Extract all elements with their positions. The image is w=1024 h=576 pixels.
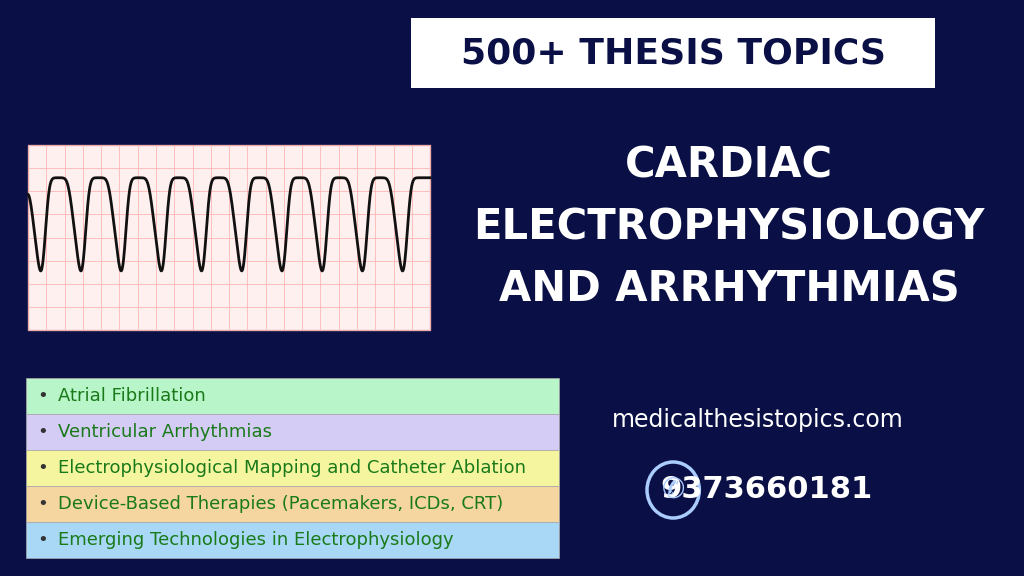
Text: AND ARRHYTHMIAS: AND ARRHYTHMIAS bbox=[499, 268, 959, 310]
Text: •: • bbox=[38, 459, 48, 477]
FancyBboxPatch shape bbox=[27, 414, 559, 450]
Text: •: • bbox=[38, 423, 48, 441]
FancyBboxPatch shape bbox=[27, 450, 559, 486]
Text: •: • bbox=[38, 387, 48, 405]
FancyBboxPatch shape bbox=[28, 145, 430, 330]
FancyBboxPatch shape bbox=[27, 378, 559, 414]
FancyBboxPatch shape bbox=[27, 522, 559, 558]
Text: ELECTROPHYSIOLOGY: ELECTROPHYSIOLOGY bbox=[473, 206, 985, 248]
Text: 500+ THESIS TOPICS: 500+ THESIS TOPICS bbox=[461, 36, 886, 70]
Text: ✆: ✆ bbox=[662, 476, 685, 504]
Text: Emerging Technologies in Electrophysiology: Emerging Technologies in Electrophysiolo… bbox=[58, 531, 454, 549]
FancyBboxPatch shape bbox=[412, 18, 935, 88]
Text: •: • bbox=[38, 495, 48, 513]
Text: Atrial Fibrillation: Atrial Fibrillation bbox=[58, 387, 206, 405]
Text: medicalthesistopics.com: medicalthesistopics.com bbox=[611, 408, 903, 432]
Text: Electrophysiological Mapping and Catheter Ablation: Electrophysiological Mapping and Cathete… bbox=[58, 459, 526, 477]
Text: •: • bbox=[38, 531, 48, 549]
Text: Ventricular Arrhythmias: Ventricular Arrhythmias bbox=[58, 423, 272, 441]
Text: 9373660181: 9373660181 bbox=[660, 476, 872, 505]
Text: Device-Based Therapies (Pacemakers, ICDs, CRT): Device-Based Therapies (Pacemakers, ICDs… bbox=[58, 495, 503, 513]
Text: CARDIAC: CARDIAC bbox=[626, 144, 834, 186]
FancyBboxPatch shape bbox=[27, 486, 559, 522]
